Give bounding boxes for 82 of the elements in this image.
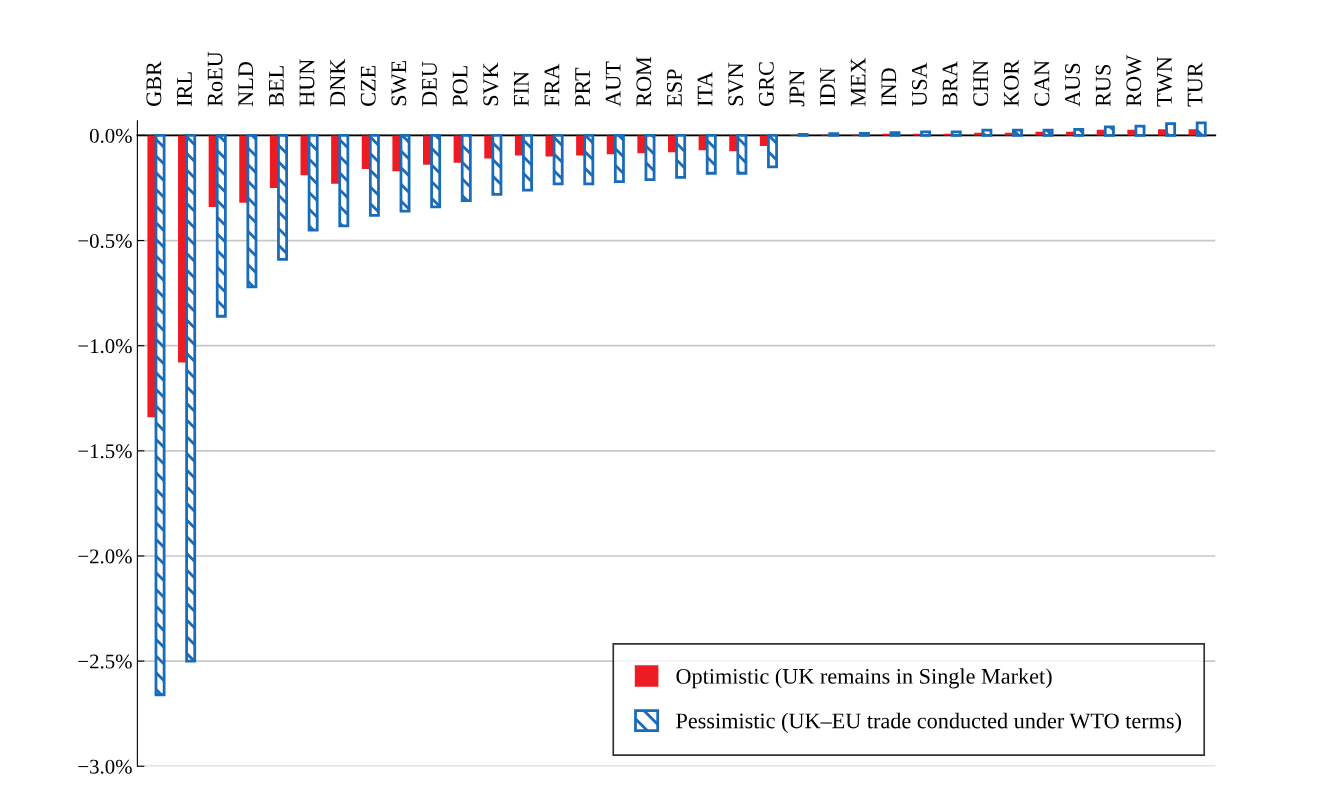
x-tick-label: HUN	[299, 59, 315, 107]
bar	[185, 134, 197, 663]
x-tick-label: KOR	[1003, 59, 1019, 107]
x-tick-label: ROW	[1126, 55, 1142, 107]
x-tick-label: FIN	[514, 71, 529, 107]
x-tick-label: IRL	[177, 72, 192, 106]
bar	[154, 134, 166, 697]
x-tick-label: CHN	[973, 60, 989, 106]
bar	[613, 134, 625, 184]
y-tick-label: −2.0%	[78, 549, 132, 564]
bar	[1042, 128, 1054, 137]
x-tick-label: ESP	[666, 69, 682, 107]
x-tick-label: AUS	[1065, 63, 1081, 107]
x-tick-label: BRA	[942, 61, 958, 107]
legend-label: Pessimistic (UK–EU trade conducted under WTO terms)	[676, 712, 1181, 733]
x-tick-label: RoEU	[207, 51, 223, 107]
x-tick-label: BEL	[269, 66, 284, 107]
y-tick-label: −1.0%	[78, 339, 132, 354]
legend-label: Optimistic (UK remains in Single Market)	[676, 668, 1052, 689]
bar	[552, 134, 564, 186]
x-tick-label: TUR	[1187, 62, 1203, 107]
x-tick-label: SVN	[728, 62, 744, 106]
bar	[430, 134, 442, 209]
bar	[1195, 121, 1207, 137]
x-tick-label: GBR	[146, 61, 162, 106]
y-tick-label: −3.0%	[78, 759, 132, 774]
x-tick-label: RUS	[1095, 64, 1111, 107]
x-tick-label: FRA	[544, 63, 560, 107]
bar	[368, 134, 380, 217]
bar	[522, 134, 533, 192]
bar	[545, 135, 554, 157]
bar	[1012, 128, 1023, 137]
bar	[675, 134, 687, 179]
x-tick-label: USA	[911, 62, 927, 107]
bar	[736, 134, 748, 175]
bar	[246, 134, 258, 289]
y-tick-label: −1.5%	[78, 444, 132, 459]
bar	[147, 135, 156, 418]
bar	[491, 134, 503, 196]
y-tick-label: −2.5%	[78, 654, 132, 669]
x-tick-label: PRT	[575, 67, 590, 107]
bar	[1134, 124, 1146, 137]
x-tick-label: SVK	[483, 62, 499, 106]
x-tick-label: CAN	[1034, 60, 1050, 106]
y-tick-label: −0.5%	[78, 233, 132, 249]
bar	[277, 134, 288, 261]
bar	[981, 128, 993, 137]
bar	[858, 131, 870, 137]
x-tick-label: DNK	[330, 58, 345, 107]
bar	[705, 134, 717, 175]
x-tick-label: IDN	[820, 67, 835, 106]
bar	[759, 135, 769, 146]
x-tick-label: MEX	[850, 57, 866, 107]
x-tick-label: ITA	[697, 71, 713, 106]
bar	[399, 134, 411, 213]
y-tick-label: 0.0%	[89, 128, 132, 143]
bar	[920, 130, 932, 137]
x-tick-label: IND	[881, 68, 897, 106]
bar	[889, 131, 901, 137]
bar	[1103, 125, 1115, 137]
x-tick-label: NLD	[238, 62, 254, 107]
bar	[950, 130, 962, 137]
x-tick-label: POL	[452, 66, 468, 107]
bar	[460, 134, 472, 202]
bar	[307, 134, 319, 232]
bar	[1165, 122, 1177, 137]
bar	[338, 134, 350, 228]
bar	[1073, 127, 1085, 137]
x-tick-label: JPN	[789, 70, 805, 107]
x-tick-label: CZE	[360, 65, 376, 106]
bar	[644, 134, 656, 181]
bar	[637, 135, 646, 154]
x-tick-label: GRC	[758, 62, 774, 106]
x-tick-label: TWN	[1157, 56, 1172, 107]
bar	[215, 134, 227, 318]
bar	[583, 134, 595, 186]
x-tick-label: AUT	[605, 61, 621, 107]
bar	[392, 135, 401, 172]
x-tick-label: ROM	[636, 56, 652, 107]
x-tick-label: DEU	[422, 61, 437, 107]
x-tick-label: SWE	[391, 61, 407, 106]
bar	[767, 134, 778, 169]
